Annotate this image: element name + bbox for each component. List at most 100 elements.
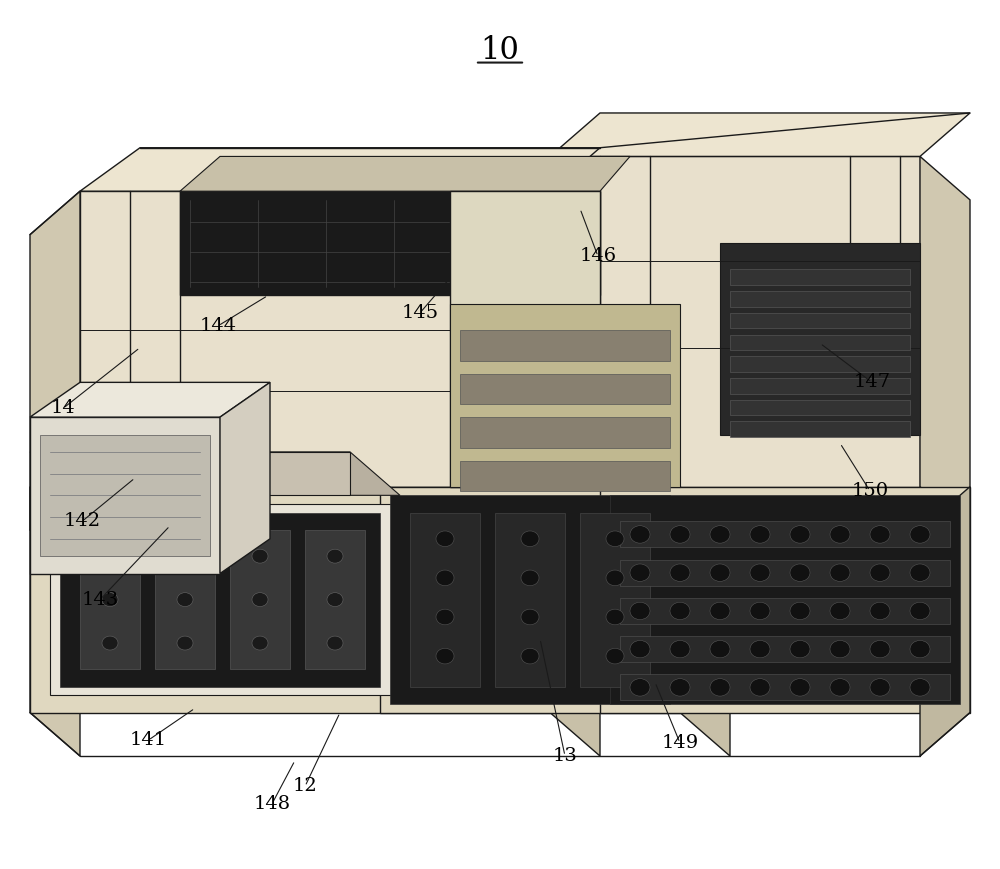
Polygon shape: [450, 304, 680, 487]
Text: 148: 148: [253, 795, 291, 813]
Circle shape: [870, 679, 890, 696]
Circle shape: [870, 526, 890, 543]
Polygon shape: [730, 269, 910, 285]
Circle shape: [750, 640, 770, 658]
Circle shape: [177, 593, 193, 607]
Circle shape: [630, 602, 650, 620]
Polygon shape: [30, 452, 350, 495]
Circle shape: [327, 636, 343, 650]
Polygon shape: [620, 560, 950, 586]
Polygon shape: [730, 356, 910, 372]
Polygon shape: [550, 113, 970, 156]
Circle shape: [177, 636, 193, 650]
Polygon shape: [580, 513, 650, 687]
Polygon shape: [60, 513, 380, 687]
Circle shape: [327, 549, 343, 563]
Polygon shape: [620, 521, 950, 547]
Polygon shape: [220, 382, 270, 574]
Circle shape: [521, 531, 539, 547]
Polygon shape: [620, 636, 950, 662]
Circle shape: [670, 679, 690, 696]
Polygon shape: [30, 487, 80, 756]
Circle shape: [790, 640, 810, 658]
Polygon shape: [730, 313, 910, 328]
Circle shape: [870, 602, 890, 620]
Circle shape: [910, 526, 930, 543]
Polygon shape: [460, 374, 670, 404]
Circle shape: [910, 602, 930, 620]
Polygon shape: [80, 530, 140, 669]
Polygon shape: [620, 674, 950, 700]
Circle shape: [102, 549, 118, 563]
Polygon shape: [50, 504, 400, 695]
Circle shape: [830, 602, 850, 620]
Circle shape: [870, 640, 890, 658]
Polygon shape: [80, 148, 600, 191]
Text: 149: 149: [661, 734, 699, 752]
Polygon shape: [730, 421, 910, 437]
Text: 12: 12: [293, 778, 317, 795]
Polygon shape: [80, 191, 550, 487]
Circle shape: [630, 640, 650, 658]
Polygon shape: [180, 191, 600, 295]
Circle shape: [830, 526, 850, 543]
Circle shape: [710, 564, 730, 581]
Polygon shape: [460, 461, 670, 491]
Polygon shape: [920, 487, 970, 756]
Polygon shape: [155, 530, 215, 669]
Polygon shape: [30, 417, 220, 574]
Circle shape: [670, 602, 690, 620]
Circle shape: [102, 636, 118, 650]
Circle shape: [750, 564, 770, 581]
Circle shape: [830, 564, 850, 581]
Text: 145: 145: [401, 304, 439, 322]
Circle shape: [102, 593, 118, 607]
Circle shape: [790, 564, 810, 581]
Polygon shape: [380, 487, 680, 713]
Circle shape: [521, 609, 539, 625]
Polygon shape: [920, 156, 970, 530]
Circle shape: [252, 593, 268, 607]
Text: 13: 13: [553, 747, 577, 765]
Text: 10: 10: [481, 35, 519, 66]
Circle shape: [750, 602, 770, 620]
Circle shape: [606, 609, 624, 625]
Circle shape: [790, 526, 810, 543]
Circle shape: [790, 679, 810, 696]
Text: 143: 143: [81, 591, 119, 608]
Circle shape: [252, 549, 268, 563]
Circle shape: [630, 526, 650, 543]
Polygon shape: [730, 291, 910, 307]
Polygon shape: [550, 156, 920, 487]
Polygon shape: [460, 417, 670, 448]
Text: 150: 150: [851, 482, 889, 500]
Polygon shape: [230, 530, 290, 669]
Polygon shape: [680, 487, 730, 756]
Polygon shape: [40, 434, 210, 556]
Polygon shape: [720, 243, 920, 434]
Polygon shape: [620, 598, 950, 624]
Circle shape: [670, 640, 690, 658]
Polygon shape: [730, 378, 910, 394]
Circle shape: [436, 609, 454, 625]
Polygon shape: [730, 335, 910, 350]
Circle shape: [606, 570, 624, 586]
Polygon shape: [730, 400, 910, 415]
Circle shape: [177, 549, 193, 563]
Text: 146: 146: [579, 248, 617, 265]
Circle shape: [606, 648, 624, 664]
Circle shape: [710, 526, 730, 543]
Polygon shape: [450, 191, 600, 487]
Circle shape: [910, 640, 930, 658]
Circle shape: [750, 679, 770, 696]
Circle shape: [670, 526, 690, 543]
Circle shape: [830, 640, 850, 658]
Text: 14: 14: [51, 400, 75, 417]
Circle shape: [436, 648, 454, 664]
Text: 144: 144: [199, 317, 237, 335]
Polygon shape: [390, 495, 670, 704]
Circle shape: [710, 679, 730, 696]
Circle shape: [630, 679, 650, 696]
Circle shape: [670, 564, 690, 581]
Polygon shape: [610, 495, 960, 704]
